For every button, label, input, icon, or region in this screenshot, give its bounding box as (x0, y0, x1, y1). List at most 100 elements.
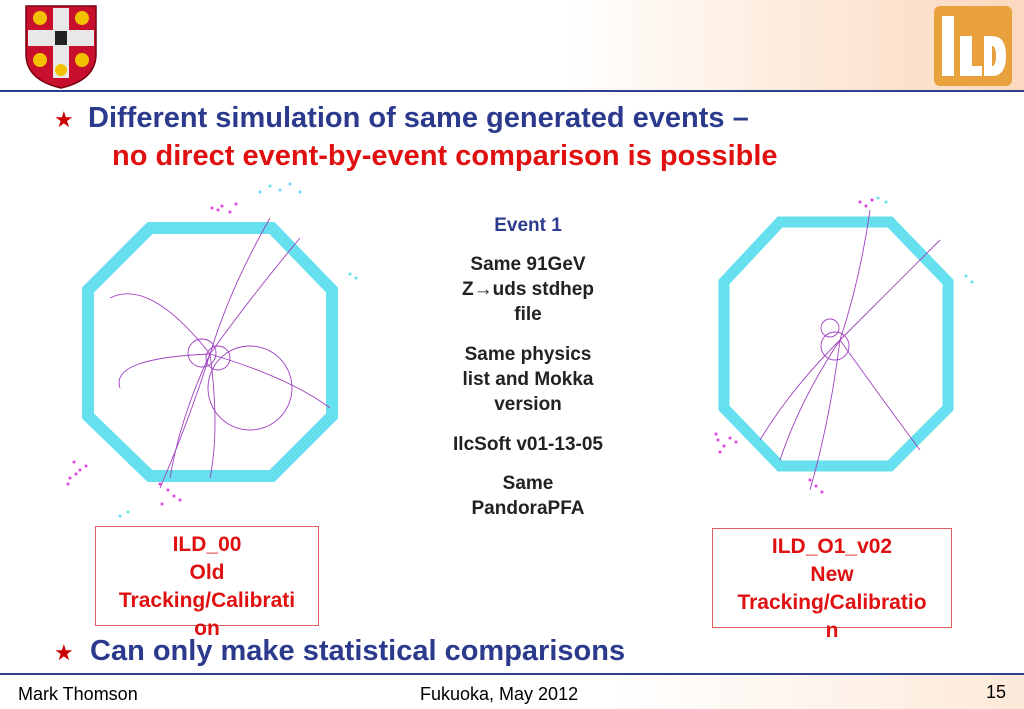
left-hit (160, 502, 164, 506)
left-track (169, 353, 211, 479)
left-hit (72, 460, 76, 464)
bullet-1-line-1: Different simulation of same generated e… (88, 102, 749, 134)
right-event-display (714, 196, 974, 494)
footer-band (0, 675, 1024, 709)
header-rule (0, 90, 1024, 92)
left-hit-cyan (118, 514, 122, 518)
center-block-1-line: Same 91GeV (470, 254, 586, 275)
bullet-star-icon: ★ (54, 107, 74, 132)
right-hit (814, 484, 818, 488)
right-label-box: ILD_O1_v02 New Tracking/Calibratio n (712, 528, 952, 642)
center-block-2-line: Same physics (464, 344, 592, 365)
left-hit-cyan (354, 276, 358, 280)
left-label-line: Old (189, 561, 225, 584)
right-hit (734, 440, 738, 444)
left-track (209, 353, 216, 479)
page-number: 15 (986, 682, 1007, 702)
center-block-2: Same physics list and Mokka version (420, 342, 636, 417)
right-track-curl (820, 331, 850, 361)
left-hit (68, 476, 72, 480)
left-hit (78, 468, 82, 472)
left-hit-cyan (278, 188, 282, 192)
right-track (839, 209, 871, 341)
left-track (159, 353, 211, 489)
event-label: Event 1 (494, 215, 562, 236)
left-hit (216, 208, 220, 212)
left-hit (158, 482, 162, 486)
right-hit (722, 444, 726, 448)
left-hit-cyan (348, 272, 352, 276)
center-block-2-line: version (494, 394, 562, 415)
left-hit (66, 482, 70, 486)
left-track-curl (207, 345, 293, 431)
left-hit-cyan (126, 510, 130, 514)
bullet-star-icon: ★ (54, 640, 74, 665)
left-hit-cyan (258, 190, 262, 194)
center-block-1-line: Z→uds stdhep (462, 279, 594, 300)
right-hit (864, 204, 868, 208)
left-track (209, 237, 301, 355)
left-hit (74, 472, 78, 476)
left-hit (234, 202, 238, 206)
left-hit (84, 464, 88, 468)
right-hit-cyan (964, 274, 968, 278)
left-label-box: ILD_00 Old Tracking/Calibrati on (95, 526, 319, 640)
right-label-line: New (810, 563, 854, 586)
center-block-2-line: list and Mokka (462, 369, 594, 390)
left-track (209, 217, 271, 355)
right-label-line: ILD_O1_v02 (771, 535, 893, 558)
bullet-1-line-2: no direct event-by-event comparison is p… (112, 140, 778, 172)
center-block-1: Same 91GeV Z→uds stdhep file (420, 252, 636, 327)
footer-author: Mark Thomson (18, 684, 138, 704)
right-hit-cyan (970, 280, 974, 284)
right-track (809, 339, 841, 491)
cambridge-crest-logo (25, 5, 97, 89)
right-hit-cyan (884, 200, 888, 204)
center-block-4-line: PandoraPFA (471, 498, 585, 519)
right-hit (728, 436, 732, 440)
right-hit (808, 478, 812, 482)
right-hit (820, 490, 824, 494)
left-hit-cyan (268, 184, 272, 188)
center-block-3-line: IlcSoft v01-13-05 (453, 434, 603, 455)
right-track-curl (820, 318, 840, 338)
footer-rule (0, 673, 1024, 675)
right-track (839, 339, 921, 451)
center-block-4-line: Same (502, 473, 554, 494)
right-label-line: Tracking/Calibratio (737, 591, 927, 614)
bullet-2-line-1: Can only make statistical comparisons (90, 635, 626, 667)
left-track (118, 353, 211, 389)
right-track (779, 339, 841, 461)
center-block-4: Same PandoraPFA (420, 471, 636, 521)
right-label-line: n (825, 619, 839, 642)
left-track-curl (205, 345, 231, 371)
left-track (109, 293, 211, 355)
right-hit (718, 450, 722, 454)
center-block-3: IlcSoft v01-13-05 (420, 432, 636, 457)
left-track (209, 353, 331, 409)
right-hit (858, 200, 862, 204)
left-hit (228, 210, 232, 214)
left-label-line: ILD_00 (172, 533, 242, 556)
left-track-curl (187, 338, 217, 368)
left-label-line: on (194, 617, 220, 640)
header-band (0, 0, 1024, 90)
left-hit (210, 206, 214, 210)
right-hit (716, 438, 720, 442)
right-track (759, 339, 841, 441)
footer-venue: Fukuoka, May 2012 (420, 684, 579, 704)
right-detector-octagon (718, 216, 954, 472)
left-hit (172, 494, 176, 498)
left-hit (166, 488, 170, 492)
center-block-1-line: file (514, 304, 542, 325)
left-label-line: Tracking/Calibrati (118, 589, 296, 612)
ild-logo (934, 6, 1012, 86)
left-hit-cyan (298, 190, 302, 194)
right-hit-cyan (876, 196, 880, 200)
right-hit (870, 198, 874, 202)
left-detector-octagon (82, 222, 338, 482)
right-hit (714, 432, 718, 436)
left-hit-cyan (288, 182, 292, 186)
left-hit (178, 498, 182, 502)
left-hit (220, 204, 224, 208)
